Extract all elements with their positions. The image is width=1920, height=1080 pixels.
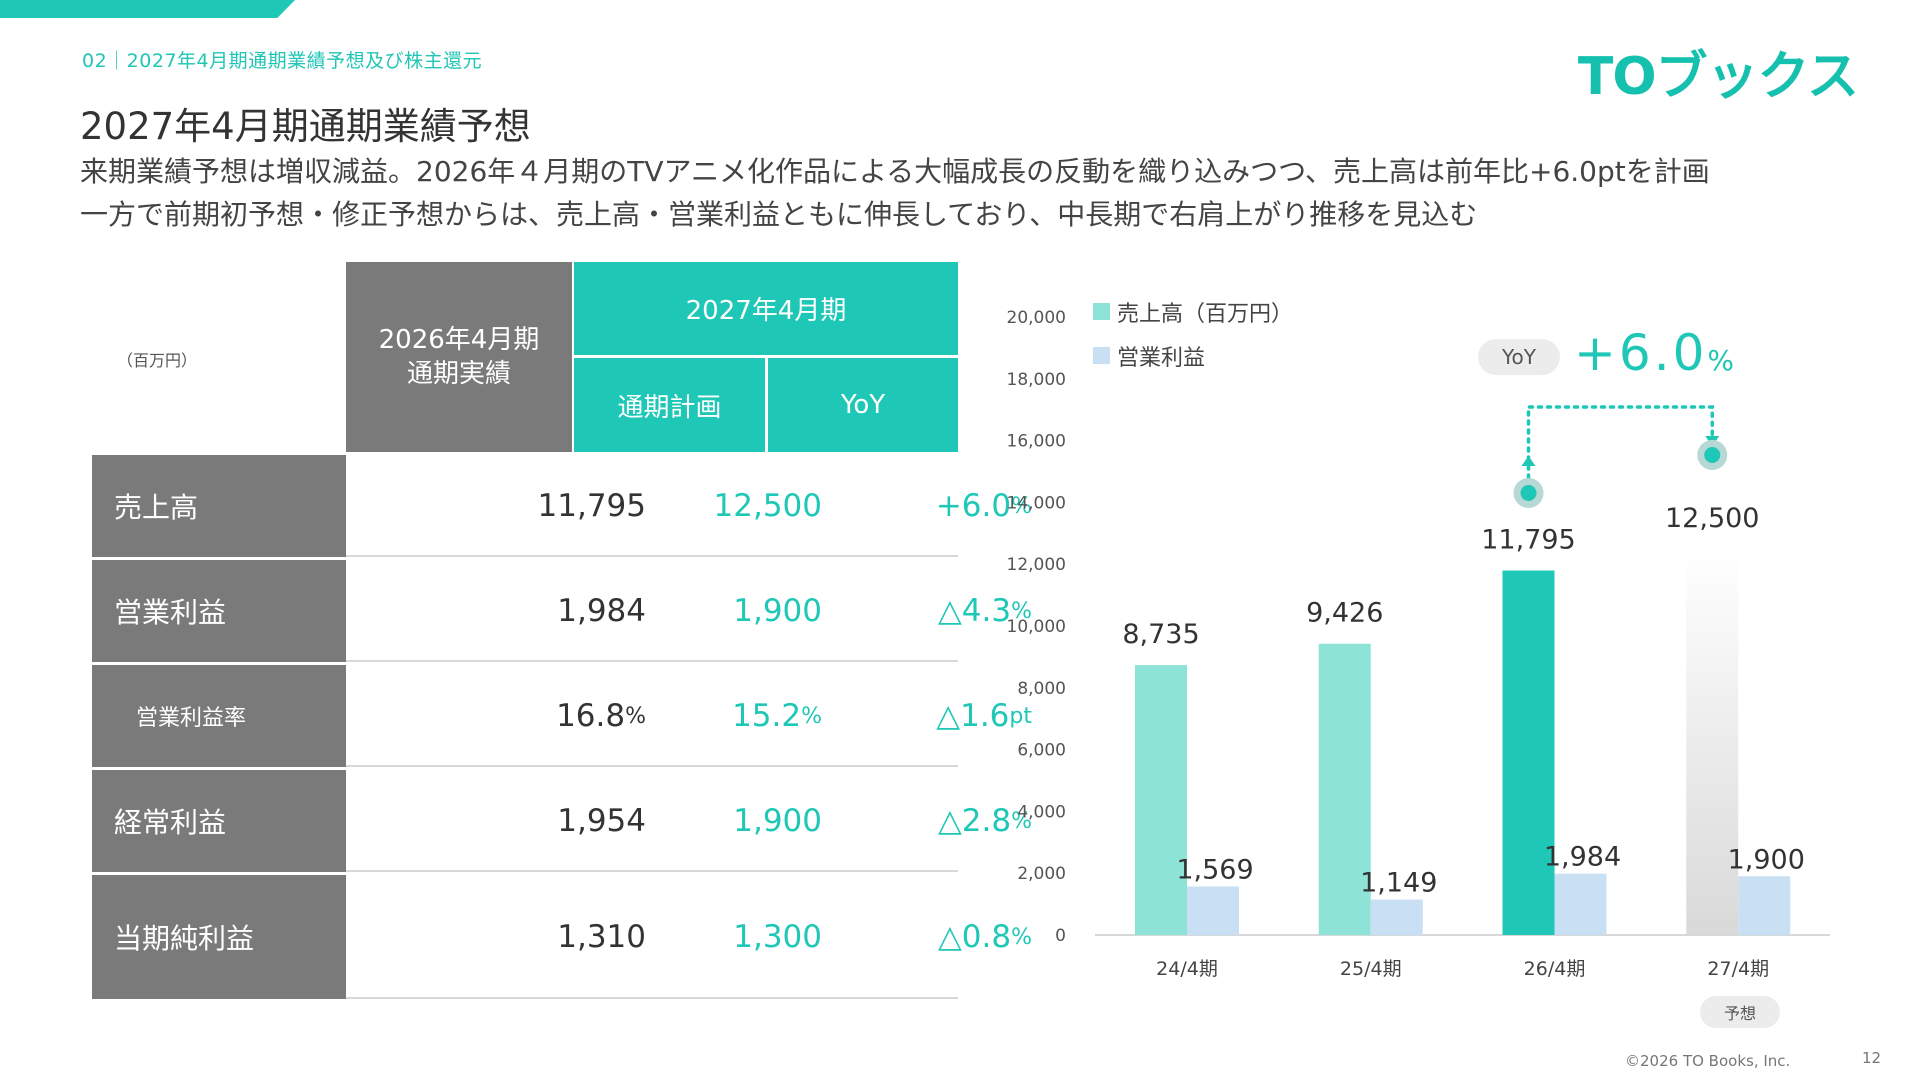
row-actual-value: 1,954	[557, 803, 646, 839]
row-label: 経常利益	[92, 770, 346, 872]
row-label: 当期純利益	[92, 875, 346, 999]
x-category-label: 26/4期	[1524, 958, 1586, 980]
bar-sales-label: 11,795	[1481, 525, 1575, 556]
bar-sales-label: 12,500	[1665, 503, 1759, 534]
row-yoy-value: +6.0%	[935, 488, 1032, 524]
table-unit-note: （百万円）	[117, 351, 198, 370]
subtitle-line-1: 来期業績予想は増収減益。2026年４月期のTVアニメ化作品による大幅成長の反動を…	[80, 155, 1710, 188]
bar-profit-label: 1,149	[1360, 867, 1437, 898]
y-tick-label: 18,000	[1007, 370, 1066, 390]
row-label: 営業利益	[92, 560, 346, 662]
bar-profit	[1370, 899, 1423, 935]
y-tick-label: 2,000	[1017, 864, 1066, 884]
copyright: ©2026 TO Books, Inc.	[1625, 1052, 1791, 1070]
row-divider	[346, 555, 958, 557]
row-divider	[346, 765, 958, 767]
yoy-growth-callout: +6.0%	[1574, 324, 1737, 382]
y-tick-label: 16,000	[1007, 432, 1066, 452]
legend-label-profit: 営業利益	[1117, 346, 1206, 371]
bar-sales-label: 8,735	[1122, 619, 1199, 650]
yoy-growth-value: +6.0	[1574, 324, 1708, 382]
x-category-label: 27/4期	[1707, 958, 1769, 980]
y-tick-label: 14,000	[1007, 493, 1066, 513]
bar-profit	[1738, 876, 1791, 935]
table-row: 営業利益 1,984 1,900 △4.3%	[92, 560, 1032, 662]
bar-profit	[1187, 886, 1239, 935]
sales-profit-chart: 0 2,000 4,000 6,000 8,000 10,000 12,000 14,000 1…	[1007, 308, 1830, 980]
header-2026-actual-text: 2026年4月期 通期実績	[378, 325, 540, 389]
row-yoy-value: △0.8%	[937, 919, 1032, 955]
row-yoy-value: △4.3%	[937, 593, 1032, 629]
bar-profit-label: 1,984	[1544, 842, 1621, 873]
row-actual-value: 16.8%	[556, 698, 646, 734]
row-divider	[346, 660, 958, 662]
row-actual-value: 11,795	[537, 488, 646, 524]
y-tick-label: 10,000	[1007, 617, 1066, 637]
table-row: 経常利益 1,954 1,900 △2.8%	[92, 770, 1032, 872]
bar-profit-label: 1,900	[1728, 844, 1805, 875]
bar-sales-label: 9,426	[1306, 598, 1383, 629]
table-row: 当期純利益 1,310 1,300 △0.8%	[92, 875, 1032, 999]
row-plan-value: 1,900	[733, 803, 822, 839]
company-logo: TOブックス	[1577, 47, 1859, 107]
y-tick-label: 20,000	[1007, 308, 1066, 328]
header-yoy: YoY	[768, 358, 958, 452]
legend-label-sales: 売上高（百万円）	[1117, 302, 1294, 327]
row-actual-value: 1,984	[557, 593, 646, 629]
table-row: 売上高 11,795 12,500 +6.0%	[92, 455, 1032, 557]
bar-sales	[1686, 548, 1739, 935]
y-tick-label: 0	[1055, 926, 1066, 946]
page-subtitle: 来期業績予想は増収減益。2026年４月期のTVアニメ化作品による大幅成長の反動を…	[80, 150, 1860, 236]
legend-swatch-sales	[1093, 303, 1110, 320]
row-yoy-value: △2.8%	[937, 803, 1032, 839]
page-number: 12	[1862, 1049, 1882, 1067]
yoy-growth-unit: %	[1707, 344, 1738, 377]
bar-sales	[1502, 570, 1555, 935]
page-title: 2027年4月期通期業績予想	[80, 105, 531, 148]
row-yoy-value: △1.6 pt	[936, 698, 1032, 734]
header-2027: 2027年4月期	[574, 262, 958, 355]
x-category-label: 25/4期	[1340, 958, 1402, 980]
top-accent-bar	[0, 0, 295, 18]
row-plan-value: 1,300	[733, 919, 822, 955]
y-tick-label: 6,000	[1017, 741, 1066, 761]
bar-sales	[1318, 643, 1371, 935]
subtitle-line-2: 一方で前期初予想・修正予想からは、売上高・営業利益ともに伸長しており、中長期で右…	[80, 198, 1478, 231]
bar-profit	[1554, 873, 1607, 935]
y-tick-label: 8,000	[1017, 679, 1066, 699]
row-plan-value: 12,500	[713, 488, 822, 524]
row-actual-value: 1,310	[557, 919, 646, 955]
row-plan-value: 1,900	[733, 593, 822, 629]
bar-profit-label: 1,569	[1176, 855, 1253, 886]
bar-sales	[1135, 665, 1187, 935]
y-tick-label: 4,000	[1017, 802, 1066, 822]
row-divider	[346, 997, 958, 999]
yoy-arrow-head-up	[1521, 456, 1536, 466]
legend-swatch-profit	[1093, 347, 1110, 364]
header-plan: 通期計画	[574, 358, 765, 452]
header-2026-actual: 2026年4月期 通期実績	[346, 262, 572, 452]
x-category-label: 24/4期	[1156, 958, 1218, 980]
y-tick-label: 12,000	[1007, 555, 1066, 575]
row-label: 売上高	[92, 455, 346, 557]
yoy-connector	[1526, 405, 1714, 480]
breadcrumb: 02｜2027年4月期通期業績予想及び株主還元	[82, 50, 483, 72]
yoy-marker-2027	[1704, 447, 1721, 463]
row-divider	[346, 870, 958, 872]
yoy-pill: YoY	[1478, 339, 1560, 375]
row-label: 営業利益率	[92, 665, 346, 767]
row-plan-value: 15.2%	[732, 698, 822, 734]
yoy-marker-2026	[1520, 485, 1537, 501]
table-row: 営業利益率 16.8% 15.2% △1.6 pt	[92, 665, 1032, 767]
forecast-pill: 予想	[1700, 996, 1780, 1028]
